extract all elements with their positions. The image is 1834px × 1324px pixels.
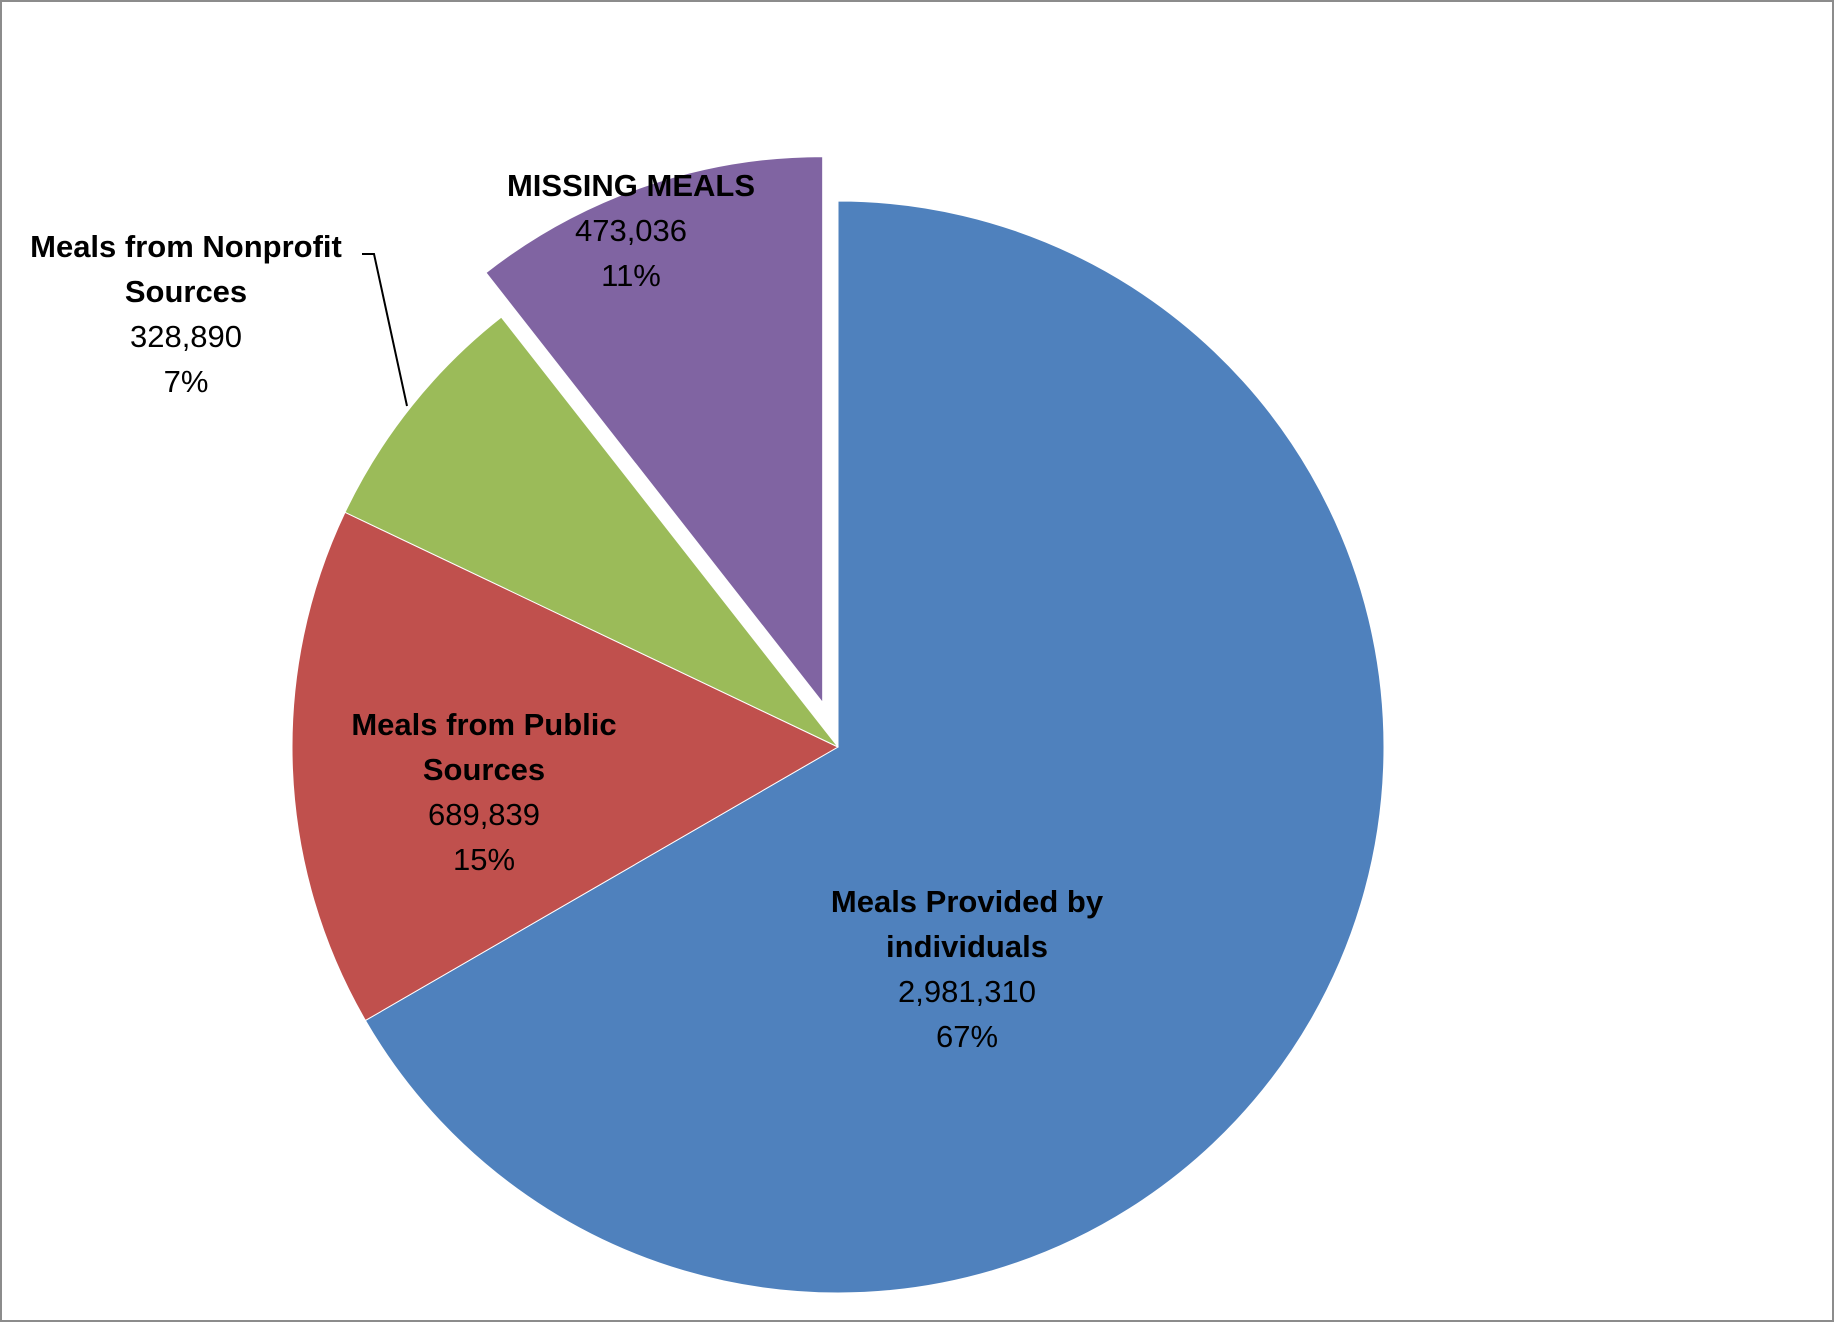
slice-percent-2: 15%	[453, 842, 515, 877]
slice-label-2-line-2: Sources	[423, 752, 545, 787]
slice-percent-3: 7%	[164, 364, 209, 399]
slice-value-3: 328,890	[130, 319, 242, 354]
slice-label-3-line-2: Sources	[125, 274, 247, 309]
slice-label-3-line-1: Meals from Nonprofit	[30, 229, 342, 264]
slice-percent-4: 11%	[601, 258, 661, 293]
slice-value-1: 2,981,310	[898, 974, 1036, 1009]
leader-line-3	[362, 253, 408, 407]
pie-slice-1	[364, 200, 1385, 1294]
slice-label-2-line-1: Meals from Public	[351, 707, 616, 742]
pie-slices	[291, 156, 1385, 1294]
pie-slice-4	[485, 156, 824, 705]
pie-slice-3	[344, 316, 839, 748]
slice-label-1-line-1: Meals Provided by	[831, 884, 1104, 919]
slice-value-4: 473,036	[575, 213, 687, 248]
pie-slice-2	[291, 511, 840, 1022]
slice-percent-1: 67%	[936, 1019, 998, 1054]
slice-value-2: 689,839	[428, 797, 540, 832]
pie-labels: Meals Provided by individuals 2,981,310 67%…	[30, 168, 1104, 1054]
slice-label-4-line-1: MISSING MEALS	[507, 168, 755, 203]
slice-label-1-line-2: individuals	[886, 929, 1048, 964]
